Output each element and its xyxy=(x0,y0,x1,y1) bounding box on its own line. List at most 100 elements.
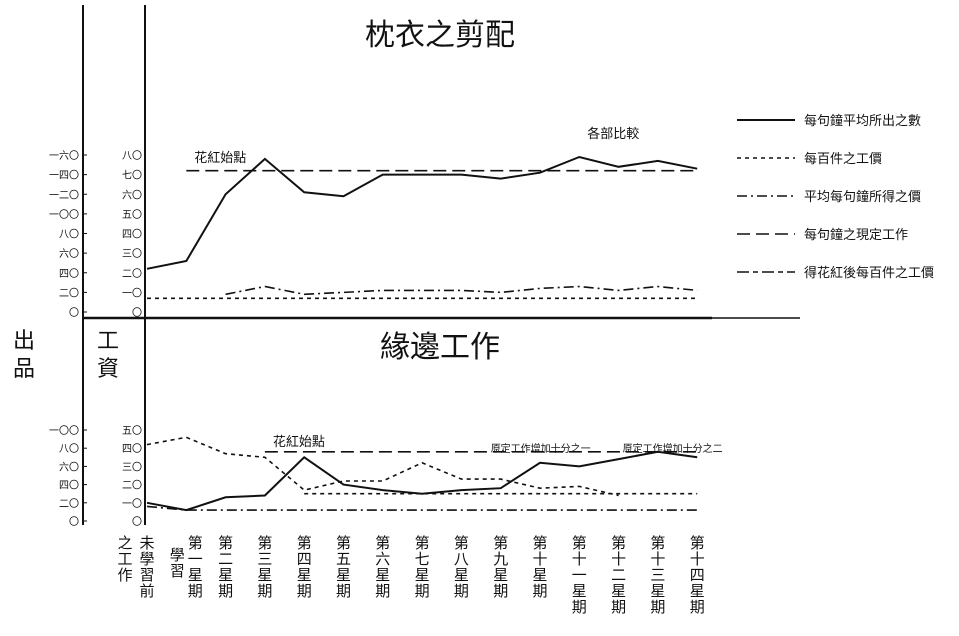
x-tick-label: 習 xyxy=(139,566,154,584)
x-tick-label: 第 xyxy=(297,534,312,552)
annotation-label: 各部比較 xyxy=(587,126,639,142)
x-tick-label: 期 xyxy=(336,582,351,600)
legend-label: 平均每句鐘所得之價 xyxy=(804,189,921,205)
x-tick-label: 六 xyxy=(375,550,390,568)
x-tick-label: 第 xyxy=(493,534,508,552)
y-inner-tick-label: 三〇 xyxy=(122,248,142,260)
x-tick-label: 期 xyxy=(690,598,705,616)
y-inner-tick-label: 二〇 xyxy=(122,480,142,492)
x-tick-label: 星 xyxy=(257,566,272,584)
x-tick-label: 十 xyxy=(690,550,705,568)
x-tick-label: 十 xyxy=(532,550,547,568)
series-line xyxy=(146,450,698,512)
y-inner-tick-label: 三〇 xyxy=(122,461,142,473)
y-outer-tick-label: 六〇 xyxy=(59,461,79,473)
y-outer-tick-label: 八〇 xyxy=(59,229,79,241)
x-tick-label: 第 xyxy=(650,534,665,552)
x-tick-label: 星 xyxy=(415,566,430,584)
series-line xyxy=(146,505,698,511)
x-tick-label: 第 xyxy=(218,534,233,552)
x-tick-label: 第 xyxy=(336,534,351,552)
y-inner-tick-label: 八〇 xyxy=(122,150,142,162)
panel-title: 緣邊工作 xyxy=(380,330,500,365)
x-tick-label: 期 xyxy=(188,582,203,600)
x-tick-label: 星 xyxy=(336,566,351,584)
x-tick-label: 第 xyxy=(454,534,469,552)
x-tick-label: 期 xyxy=(257,582,272,600)
series-line xyxy=(225,285,698,296)
x-tick-label: 第 xyxy=(532,534,547,552)
annotation-label: 花紅始點 xyxy=(194,150,246,166)
y-outer-tick-label: 一〇〇 xyxy=(49,209,79,221)
x-tick-label: 學 xyxy=(139,550,154,568)
series-line xyxy=(146,155,698,270)
x-tick-label: 期 xyxy=(297,582,312,600)
x-tick-label: 期 xyxy=(572,598,587,616)
x-tick-label: 第 xyxy=(375,534,390,552)
y-outer-tick-label: 八〇 xyxy=(59,443,79,455)
x-tick-label: 前 xyxy=(139,582,154,600)
x-tick-label: 星 xyxy=(454,566,469,584)
y-inner-tick-label: 一〇 xyxy=(122,498,142,510)
y-inner-tick-label: 七〇 xyxy=(122,170,142,182)
x-tick-label: 十 xyxy=(650,550,665,568)
y-outer-tick-label: 一六〇 xyxy=(49,150,79,162)
output-axis-title: 品 xyxy=(13,357,35,382)
x-tick-label: 期 xyxy=(493,582,508,600)
x-tick-label: 星 xyxy=(188,566,203,584)
x-tick-label: 期 xyxy=(375,582,390,600)
panel-title: 枕衣之剪配 xyxy=(365,18,515,53)
x-tick-label: 星 xyxy=(375,566,390,584)
x-tick-label: 一 xyxy=(572,566,587,584)
y-outer-tick-label: 二〇 xyxy=(59,498,79,510)
y-inner-tick-label: 〇 xyxy=(132,307,142,319)
y-inner-tick-label: 〇 xyxy=(132,516,142,528)
legend-label: 每句鐘之現定工作 xyxy=(804,227,908,243)
legend-label: 得花紅後每百件之工價 xyxy=(804,265,934,281)
x-tick-label: 星 xyxy=(493,566,508,584)
annotation-label: 花紅始點 xyxy=(273,434,325,450)
x-tick-label: 第 xyxy=(690,534,705,552)
x-tick-label: 第 xyxy=(415,534,430,552)
x-tick-label: 二 xyxy=(611,566,626,584)
y-inner-tick-label: 一〇 xyxy=(122,287,142,299)
wage-axis-title: 資 xyxy=(97,357,119,382)
x-tick-label: 四 xyxy=(690,566,705,584)
output-axis-title: 出 xyxy=(13,329,35,354)
x-tick-label: 五 xyxy=(336,550,351,568)
x-tick-label: 之 xyxy=(117,534,132,552)
x-tick-label: 三 xyxy=(257,550,272,568)
x-tick-label: 第 xyxy=(188,534,203,552)
x-tick-label: 未 xyxy=(139,534,154,552)
x-tick-label: 工 xyxy=(117,550,132,568)
x-tick-label: 第 xyxy=(257,534,272,552)
x-tick-label: 星 xyxy=(572,582,587,600)
y-outer-tick-label: 一四〇 xyxy=(49,170,79,182)
legend-label: 每句鐘平均所出之數 xyxy=(804,113,921,129)
x-tick-label: 星 xyxy=(690,582,705,600)
x-tick-label: 十 xyxy=(611,550,626,568)
y-outer-tick-label: 四〇 xyxy=(59,480,79,492)
y-outer-tick-label: 一〇〇 xyxy=(49,425,79,437)
y-inner-tick-label: 二〇 xyxy=(122,268,142,280)
x-tick-label: 習 xyxy=(170,562,185,580)
x-tick-label: 第 xyxy=(572,534,587,552)
x-tick-label: 星 xyxy=(532,566,547,584)
y-outer-tick-label: 六〇 xyxy=(59,248,79,260)
x-tick-label: 七 xyxy=(415,550,430,568)
x-tick-label: 期 xyxy=(611,598,626,616)
x-tick-label: 第 xyxy=(611,534,626,552)
y-inner-tick-label: 四〇 xyxy=(122,229,142,241)
y-outer-tick-label: 一二〇 xyxy=(49,189,79,201)
series-line xyxy=(146,436,619,497)
y-inner-tick-label: 五〇 xyxy=(122,209,142,221)
annotation-label: 原定工作增加十分之二 xyxy=(623,442,723,455)
annotation-label: 原定工作增加十分之一 xyxy=(491,442,591,455)
x-tick-label: 九 xyxy=(493,550,508,568)
x-tick-label: 四 xyxy=(297,550,312,568)
wage-axis-title: 工 xyxy=(97,329,119,354)
x-tick-label: 星 xyxy=(297,566,312,584)
x-tick-label: 一 xyxy=(188,550,203,568)
